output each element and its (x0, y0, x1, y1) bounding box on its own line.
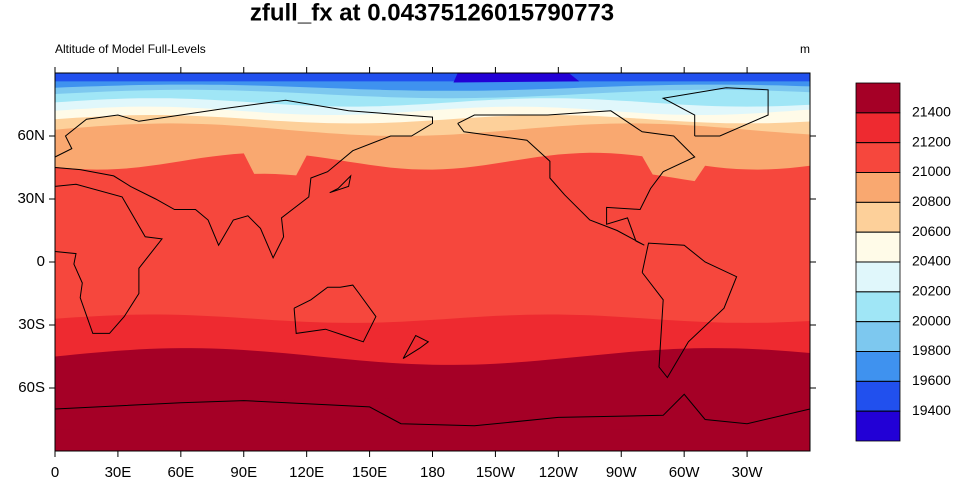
coastlines (54, 87, 811, 427)
colorbar-box (855, 291, 901, 323)
contour-fill (55, 392, 810, 451)
colorbar-box (855, 172, 901, 203)
coastline (661, 87, 769, 137)
colorbar-label: 20200 (912, 283, 951, 299)
x-tick-label: 150E (352, 464, 387, 481)
y-tick-label: 30N (17, 190, 45, 207)
x-tick-label: 90E (230, 464, 257, 481)
x-tick-label: 30W (732, 464, 764, 481)
x-tick-label: 120W (539, 464, 579, 481)
colorbar-label: 20400 (912, 253, 951, 269)
left-string: Altitude of Model Full-Levels (55, 42, 206, 56)
colorbar-box (855, 142, 901, 173)
y-tick-label: 60S (18, 379, 45, 396)
coastline (402, 334, 430, 360)
colorbar-box (855, 351, 901, 382)
x-tick-label: 60E (167, 464, 194, 481)
colorbar-label: 21000 (912, 163, 951, 179)
colorbar-box (855, 261, 901, 293)
colorbar-label: 20600 (912, 223, 951, 239)
colorbar-box (855, 410, 901, 442)
colorbar-box (855, 201, 901, 233)
colorbar-label: 19400 (912, 402, 951, 418)
y-tick-label: 0 (37, 253, 45, 270)
colorbar-label: 19600 (912, 372, 951, 388)
colorbar-label: 21400 (912, 104, 951, 120)
colorbar-box (855, 380, 901, 412)
coastline (293, 284, 377, 343)
coastline (329, 174, 352, 194)
coastline (54, 393, 811, 427)
x-tick-label: 0 (51, 464, 59, 481)
coastline (457, 110, 696, 246)
chart-title: zfull_fx at 0.04375126015790773 (250, 0, 614, 26)
x-tick-label: 150W (476, 464, 516, 481)
coastline (641, 242, 738, 379)
colorbar-label: 21200 (912, 133, 951, 149)
colorbar-box (855, 82, 901, 114)
contour-field (55, 73, 810, 451)
colorbar-label: 19800 (912, 342, 951, 358)
x-tick-label: 90W (606, 464, 638, 481)
right-string: m (800, 42, 810, 56)
colorbar-box (855, 231, 901, 263)
contour-fill (55, 73, 810, 82)
colorbar-box (855, 321, 901, 352)
x-tick-label: 120E (289, 464, 324, 481)
x-tick-label: 60W (669, 464, 701, 481)
colorbar-label: 20000 (912, 312, 951, 328)
colorbar-box (855, 112, 901, 144)
colorbar-label: 20800 (912, 193, 951, 209)
coastline (54, 99, 433, 259)
contour-fill (453, 73, 580, 83)
y-tick-label: 60N (17, 127, 45, 144)
coastline (54, 183, 163, 334)
x-tick-label: 30E (105, 464, 132, 481)
y-tick-label: 30S (18, 316, 45, 333)
x-tick-label: 180 (420, 464, 445, 481)
